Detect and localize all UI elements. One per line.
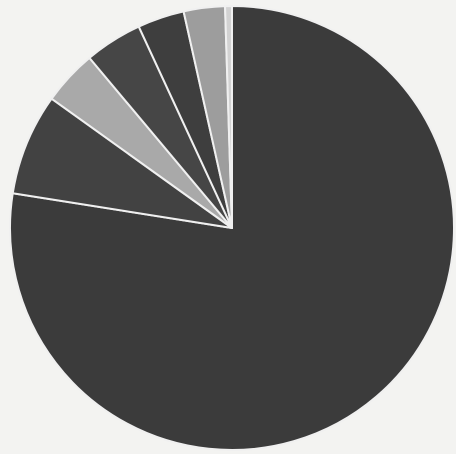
pie-slice [224, 5, 233, 229]
pie-slice [11, 97, 233, 229]
pie-slice [9, 5, 455, 451]
